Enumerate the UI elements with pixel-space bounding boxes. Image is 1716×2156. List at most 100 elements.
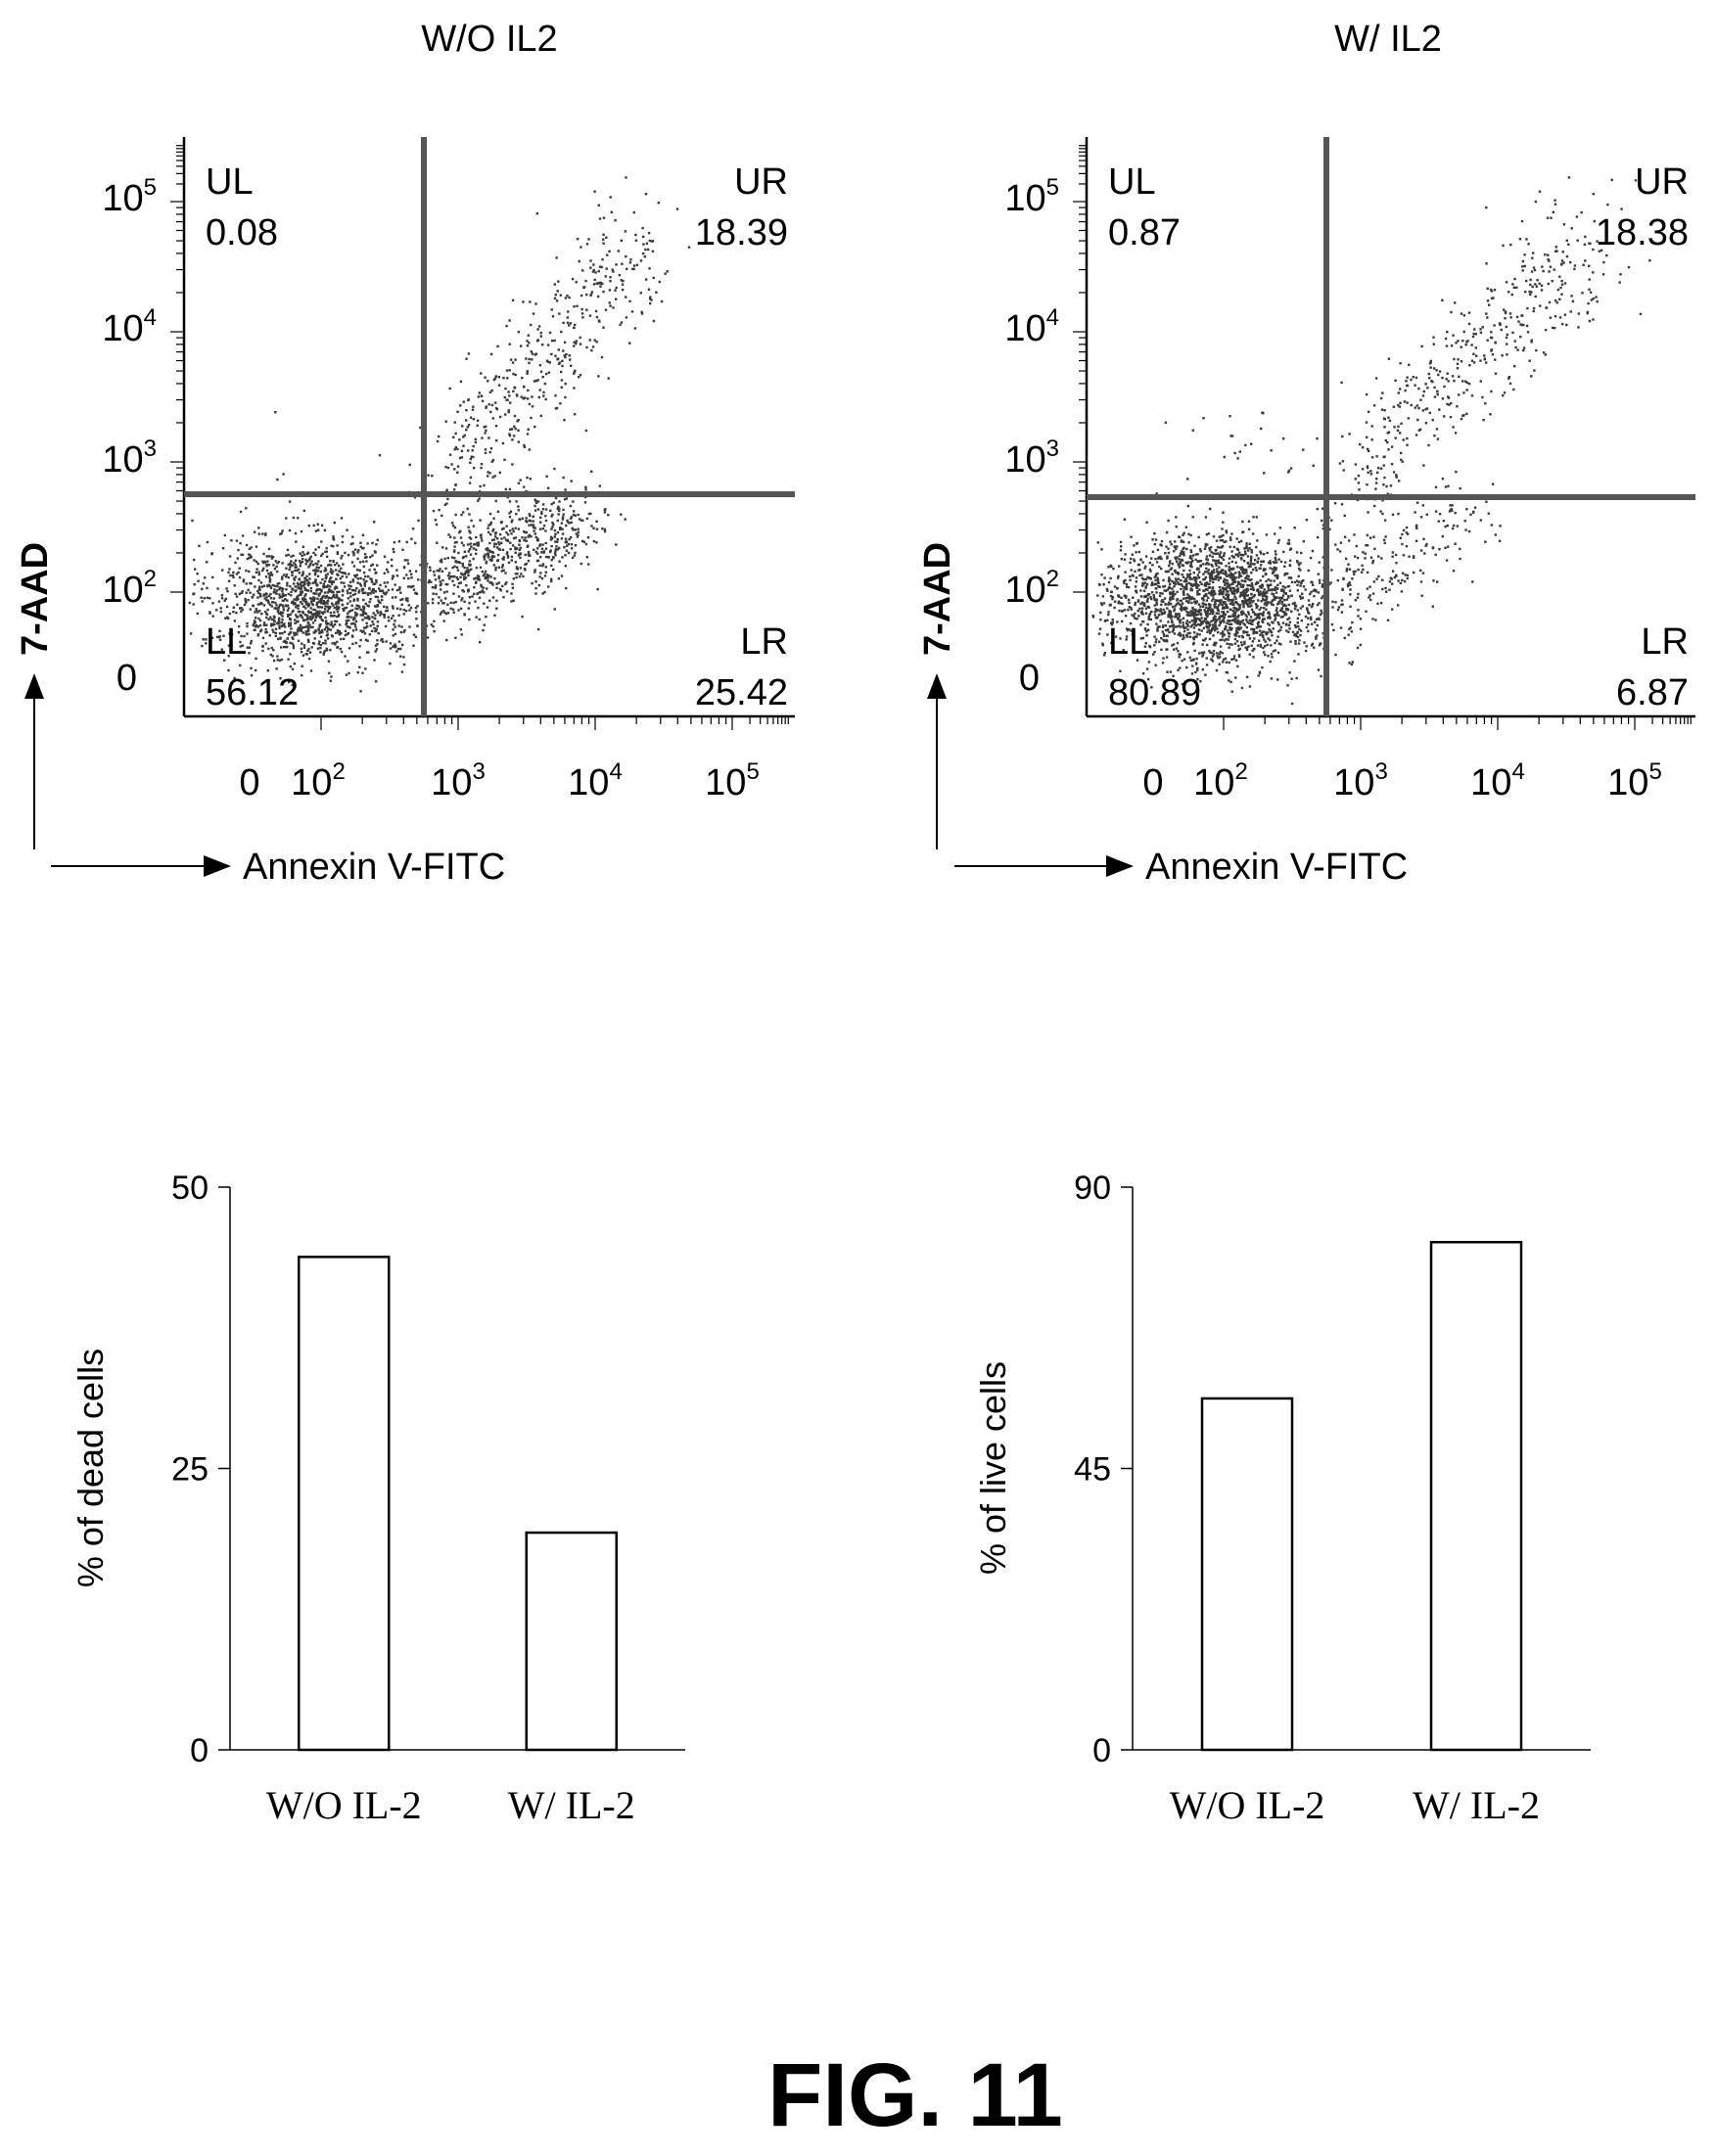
scatter-point	[482, 586, 485, 589]
scatter-point	[495, 586, 498, 589]
scatter-point	[1201, 655, 1204, 658]
scatter-point	[485, 560, 488, 564]
scatter-point	[1250, 551, 1253, 554]
scatter-point	[490, 556, 493, 559]
scatter-point	[349, 542, 353, 546]
scatter-point	[557, 577, 561, 580]
scatter-point	[248, 652, 251, 655]
scatter-point	[291, 636, 294, 639]
scatter-point	[496, 344, 499, 348]
scatter-point	[442, 619, 445, 622]
scatter-point	[553, 339, 556, 343]
scatter-point	[281, 529, 284, 532]
scatter-point	[1176, 590, 1179, 594]
scatter-point	[564, 565, 567, 568]
scatter-point	[1150, 610, 1153, 614]
scatter-point	[312, 642, 316, 645]
scatter-point	[1244, 593, 1247, 596]
scatter-point	[336, 615, 339, 619]
scatter-point	[1238, 622, 1242, 626]
scatter-point	[441, 561, 443, 564]
scatter-point	[484, 451, 487, 455]
scatter-point	[328, 671, 331, 675]
scatter-point	[253, 559, 255, 562]
scatter-point	[348, 573, 350, 575]
scatter-point	[612, 306, 615, 309]
scatter-point	[1257, 674, 1260, 677]
scatter-point	[1118, 602, 1122, 605]
scatter-point	[1222, 593, 1225, 596]
scatter-point	[1180, 587, 1183, 591]
scatter-point	[324, 550, 327, 554]
scatter-point	[1469, 513, 1472, 516]
scatter-point	[544, 555, 548, 559]
scatter-point	[268, 573, 271, 576]
scatter-point	[541, 563, 545, 566]
scatter-point	[524, 553, 527, 557]
scatter-point	[1229, 599, 1233, 602]
scatter-point	[278, 621, 281, 624]
scatter-point	[294, 585, 297, 588]
scatter-point	[664, 272, 667, 275]
scatter-point	[315, 570, 319, 573]
scatter-point	[475, 535, 478, 539]
scatter-point	[1158, 610, 1162, 613]
scatter-point	[597, 375, 600, 378]
scatter-point	[1219, 656, 1222, 659]
scatter-point	[1371, 592, 1375, 595]
scatter-point	[1263, 607, 1266, 610]
scatter-point	[479, 484, 482, 488]
scatter-point	[508, 500, 512, 503]
scatter-point	[505, 552, 509, 555]
scatter-point	[306, 581, 309, 585]
scatter-point	[558, 560, 561, 563]
scatter-point	[1206, 614, 1209, 617]
scatter-point	[631, 267, 634, 271]
scatter-point	[1231, 613, 1234, 616]
scatter-point	[229, 573, 232, 577]
scatter-point	[1143, 645, 1147, 648]
scatter-point	[304, 653, 307, 656]
scatter-point	[595, 341, 598, 344]
scatter-point	[338, 570, 341, 573]
scatter-point	[409, 573, 413, 575]
scatter-point	[349, 595, 352, 598]
scatter-point	[1357, 569, 1360, 572]
scatter-point	[332, 593, 336, 597]
scatter-point	[1195, 635, 1198, 638]
scatter-point	[1208, 605, 1211, 608]
scatter-point	[245, 601, 248, 604]
scatter-point	[258, 619, 262, 622]
scatter-point	[1222, 590, 1225, 594]
scatter-point	[642, 235, 645, 239]
scatter-point	[303, 613, 306, 617]
scatter-point	[1282, 550, 1285, 554]
scatter-point	[1245, 587, 1249, 590]
scatter-point	[1302, 579, 1305, 582]
scatter-point	[1175, 516, 1178, 519]
scatter-point	[608, 250, 611, 252]
scatter-point	[1252, 516, 1255, 519]
scatter-point	[549, 509, 552, 512]
scatter-point	[1242, 553, 1245, 557]
quadrant-value-ur: 18.39	[695, 212, 788, 253]
scatter-point	[1262, 560, 1265, 563]
scatter-point	[361, 591, 364, 595]
scatter-point	[223, 533, 226, 537]
scatter-point	[493, 542, 496, 545]
scatter-point	[253, 530, 256, 533]
scatter-point	[1358, 488, 1361, 491]
scatter-point	[566, 316, 569, 319]
scatter-point	[280, 646, 283, 649]
scatter-point	[338, 590, 341, 593]
scatter-1-y-tick-labels: 0 102 103 104 105	[102, 174, 157, 699]
scatter-point	[1145, 582, 1149, 586]
scatter-point	[590, 348, 593, 352]
scatter-point	[512, 529, 515, 533]
scatter-point	[1178, 603, 1182, 606]
scatter-point	[1194, 670, 1197, 674]
scatter-point	[1135, 591, 1138, 594]
scatter-point	[394, 596, 397, 599]
scatter-point	[579, 343, 582, 345]
scatter-point	[492, 564, 495, 567]
